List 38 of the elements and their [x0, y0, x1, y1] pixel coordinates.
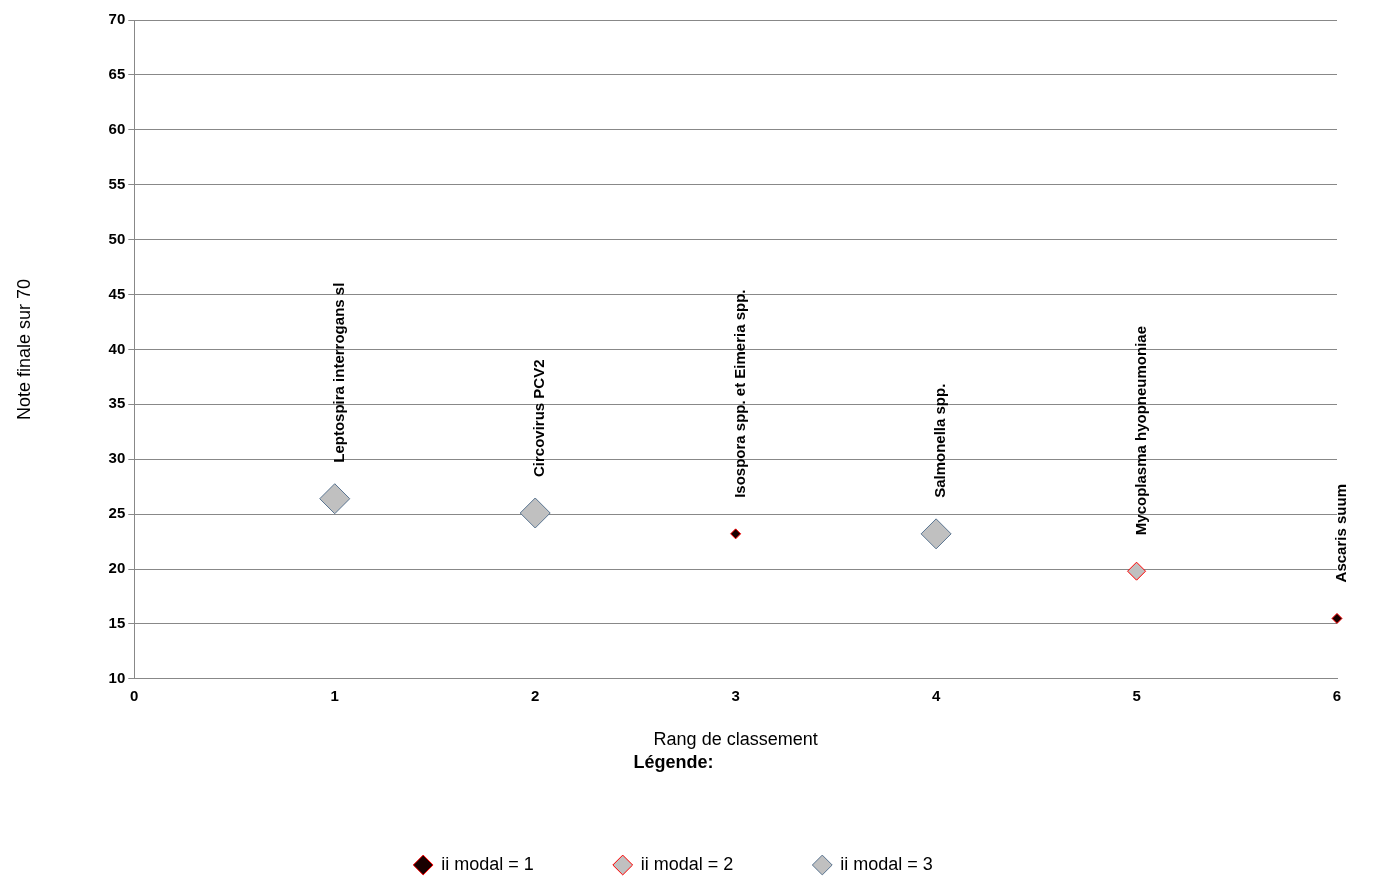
y-tick-label: 20	[108, 559, 126, 577]
y-tick-label: 70	[108, 10, 126, 28]
y-tick-label: 55	[108, 174, 126, 192]
annotation: Salmonella spp.	[931, 383, 949, 498]
y-tick-label: 25	[108, 504, 126, 522]
y-tick-label: 35	[108, 394, 126, 412]
point	[730, 528, 742, 540]
legend-label: ii modal = 3	[840, 853, 933, 874]
legend-title: Légende:	[633, 752, 714, 773]
annotation: Circovirus PCV2	[530, 359, 548, 477]
x-tick-label: 1	[330, 686, 339, 704]
x-tick-label: 3	[731, 686, 740, 704]
point	[920, 518, 952, 550]
annotation: Isospora spp. et Eimeria spp.	[730, 289, 748, 498]
y-tick-label: 60	[108, 119, 126, 137]
x-tick-label: 5	[1132, 686, 1141, 704]
point	[1127, 561, 1147, 581]
x-axis-title: Rang de classement	[653, 728, 818, 749]
y-tick-label: 40	[108, 339, 126, 357]
annotation: Leptospira interrogans sl	[329, 282, 347, 463]
y-tick-label: 30	[108, 449, 126, 467]
point	[1331, 612, 1343, 624]
point	[319, 483, 351, 515]
point	[519, 497, 551, 529]
y-tick-label: 65	[108, 65, 126, 83]
y-tick-label: 10	[108, 668, 126, 686]
x-tick-label: 6	[1332, 686, 1342, 704]
y-tick-label: 45	[108, 284, 126, 302]
annotation: Ascaris suum	[1332, 484, 1350, 583]
legend-label: ii modal = 1	[441, 853, 534, 874]
y-axis-title: Note finale sur 70	[13, 278, 34, 420]
legend-label: ii modal = 2	[640, 853, 734, 874]
y-tick-label: 15	[108, 614, 126, 632]
annotation: Mycoplasma hyopneumoniae	[1131, 325, 1149, 536]
y-tick-label: 50	[108, 229, 126, 247]
x-tick-label: 4	[931, 686, 941, 704]
x-tick-label: 0	[130, 686, 139, 704]
x-tick-label: 2	[531, 686, 540, 704]
